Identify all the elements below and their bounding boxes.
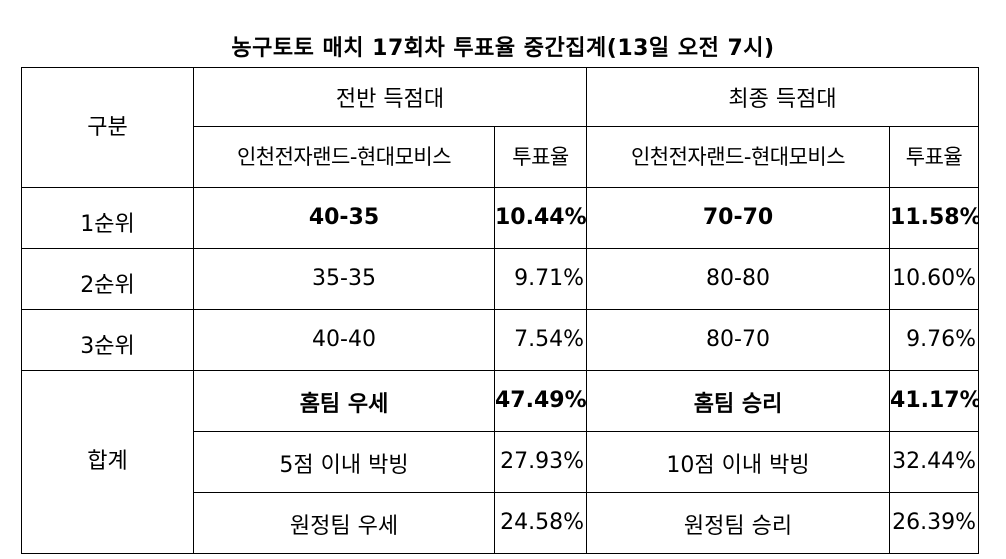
- half-rate-cell: 9.71%: [493, 248, 588, 310]
- final-header: 최종 득점대: [586, 67, 980, 127]
- page-title: 농구토토 매치 17회차 투표율 중간집계(13일 오전 7시): [231, 36, 775, 61]
- totals-row: 5점 이내 박빙 27.93% 10점 이내 박빙 32.44%: [22, 431, 980, 493]
- header-row-bottom: 인천전자랜드-현대모비스 투표율 인천전자랜드-현대모비스 투표율: [22, 126, 980, 188]
- final-matchup-header: 인천전자랜드-현대모비스: [586, 126, 891, 188]
- half-score-cell: 40-40: [193, 309, 495, 371]
- half-outcome-rate-cell: 27.93%: [493, 431, 588, 493]
- totals-row: 합계 홈팀 우세 47.49% 홈팀 승리 41.17%: [21, 370, 980, 554]
- half-score-cell: 40-35: [193, 187, 495, 249]
- half-score-cell: 35-35: [193, 248, 495, 310]
- totals-label: 합계: [21, 370, 194, 554]
- vote-rate-table: 구분 전반 득점대 최종 득점대 인천전자랜드-현대모비스 투표율 인천전자랜드…: [21, 67, 980, 554]
- half-rate-cell: 7.54%: [493, 309, 588, 371]
- half-outcome-cell: 원정팀 우세: [193, 492, 495, 554]
- final-score-cell: 70-70: [586, 187, 891, 249]
- final-score-cell: 80-70: [586, 309, 891, 371]
- category-header: 구분: [21, 67, 194, 188]
- table-row: 3순위 40-40 7.54% 80-70 9.76%: [21, 309, 980, 371]
- final-outcome-rate-cell: 26.39%: [889, 492, 980, 554]
- half-outcome-cell: 5점 이내 박빙: [193, 431, 495, 493]
- final-outcome-cell: 원정팀 승리: [586, 492, 891, 554]
- rank-cell: 3순위: [21, 309, 194, 371]
- final-rate-cell: 11.58%: [889, 187, 980, 249]
- rank-cell: 2순위: [21, 248, 194, 310]
- final-outcome-cell: 10점 이내 박빙: [586, 431, 891, 493]
- half-matchup-header: 인천전자랜드-현대모비스: [193, 126, 495, 188]
- first-half-header: 전반 득점대: [192, 67, 588, 127]
- half-vote-rate-header: 투표율: [493, 126, 588, 188]
- final-outcome-rate-cell: 41.17%: [889, 370, 980, 432]
- half-outcome-rate-cell: 24.58%: [493, 492, 588, 554]
- half-rate-cell: 10.44%: [493, 187, 588, 249]
- final-outcome-rate-cell: 32.44%: [889, 431, 980, 493]
- final-vote-rate-header: 투표율: [889, 126, 980, 188]
- final-rate-cell: 10.60%: [889, 248, 980, 310]
- rank-cell: 1순위: [21, 187, 194, 249]
- final-outcome-cell: 홈팀 승리: [586, 370, 891, 432]
- final-rate-cell: 9.76%: [889, 309, 980, 371]
- totals-row: 원정팀 우세 24.58% 원정팀 승리 26.39%: [22, 492, 980, 554]
- header-row-top: 구분 전반 득점대 최종 득점대: [21, 67, 980, 188]
- final-score-cell: 80-80: [586, 248, 891, 310]
- table-row: 1순위 40-35 10.44% 70-70 11.58%: [21, 187, 980, 249]
- half-outcome-rate-cell: 47.49%: [493, 370, 588, 432]
- table-row: 2순위 35-35 9.71% 80-80 10.60%: [21, 248, 980, 310]
- half-outcome-cell: 홈팀 우세: [193, 370, 495, 432]
